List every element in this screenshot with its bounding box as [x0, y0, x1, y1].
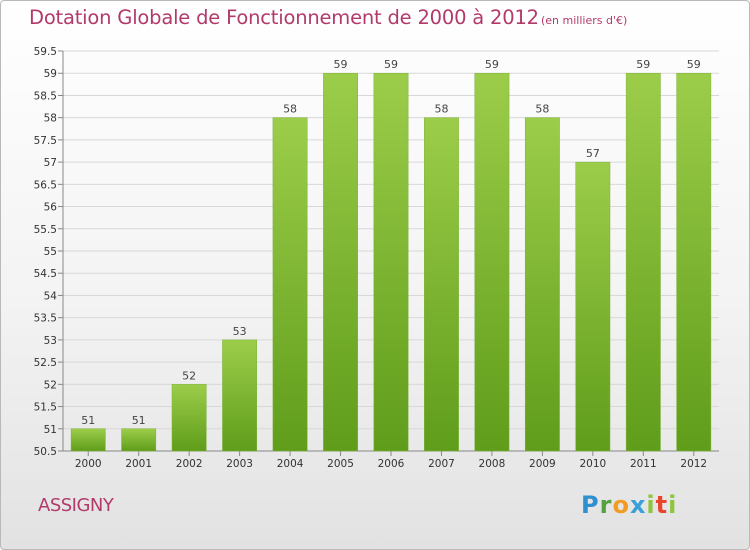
- bar: [676, 72, 712, 452]
- bar: [222, 339, 258, 452]
- y-tick-label: 52: [44, 379, 57, 391]
- bar-value-label: 57: [586, 147, 600, 160]
- x-tick-label: 2009: [529, 458, 556, 470]
- proxiti-logo: Proxiti: [581, 491, 678, 519]
- bar-value-label: 59: [636, 58, 650, 71]
- bar-value-label: 59: [384, 58, 398, 71]
- x-tick-label: 2012: [680, 458, 707, 470]
- y-tick-label: 54: [44, 290, 58, 302]
- y-tick-label: 58: [44, 113, 57, 125]
- x-tick-label: 2004: [277, 458, 304, 470]
- y-tick-label: 50.5: [34, 446, 57, 458]
- bar-value-label: 59: [485, 58, 499, 71]
- x-tick-label: 2010: [579, 458, 606, 470]
- x-tick-label: 2007: [428, 458, 455, 470]
- x-tick-label: 2002: [176, 458, 203, 470]
- bar-value-label: 58: [535, 103, 549, 116]
- bar: [121, 428, 157, 452]
- y-tick-label: 57: [44, 157, 57, 169]
- x-tick-label: 2008: [479, 458, 506, 470]
- x-tick-label: 2006: [378, 458, 405, 470]
- bar-value-label: 51: [132, 414, 146, 427]
- x-tick-label: 2001: [125, 458, 152, 470]
- x-tick-label: 2011: [630, 458, 657, 470]
- y-tick-label: 54.5: [34, 268, 57, 280]
- bar-value-label: 51: [81, 414, 95, 427]
- bar: [424, 117, 459, 452]
- bar: [373, 72, 409, 452]
- y-tick-label: 58.5: [34, 90, 57, 102]
- bar-value-label: 53: [233, 325, 247, 338]
- y-tick-label: 51.5: [34, 402, 57, 414]
- bar: [575, 161, 611, 452]
- bar: [70, 428, 106, 452]
- chart-subtitle: (en milliers d'€): [541, 14, 628, 27]
- x-tick-label: 2000: [75, 458, 102, 470]
- commune-name: ASSIGNY: [38, 495, 114, 516]
- y-tick-label: 53.5: [34, 313, 57, 325]
- bar-value-label: 58: [434, 103, 448, 116]
- y-tick-label: 53: [44, 335, 57, 347]
- y-tick-label: 51: [44, 424, 57, 436]
- x-tick-label: 2005: [327, 458, 354, 470]
- bar-value-label: 52: [182, 369, 196, 382]
- y-tick-label: 56: [44, 202, 58, 214]
- bar: [524, 117, 560, 452]
- bar-value-label: 59: [687, 58, 701, 71]
- y-tick-label: 55: [44, 246, 57, 258]
- bar: [625, 72, 661, 452]
- x-tick-label: 2003: [226, 458, 253, 470]
- y-tick-label: 59: [44, 68, 57, 80]
- bar: [323, 72, 358, 452]
- y-tick-label: 59.5: [34, 46, 57, 58]
- y-tick-label: 56.5: [34, 179, 57, 191]
- bar: [272, 117, 308, 452]
- y-tick-label: 57.5: [34, 135, 57, 147]
- bar-value-label: 58: [283, 103, 297, 116]
- bar-value-label: 59: [334, 58, 348, 71]
- chart-title: Dotation Globale de Fonctionnement de 20…: [29, 6, 539, 29]
- y-tick-label: 52.5: [34, 357, 57, 369]
- bar: [474, 72, 510, 452]
- y-tick-label: 55.5: [34, 224, 57, 236]
- bar: [171, 384, 207, 452]
